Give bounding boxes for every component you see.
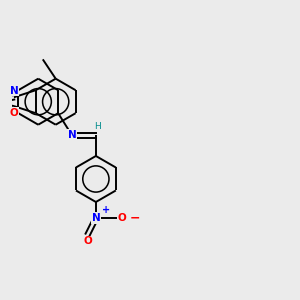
Text: −: − — [129, 212, 140, 225]
Text: N: N — [10, 86, 18, 96]
Text: O: O — [10, 107, 18, 118]
Text: N: N — [92, 213, 100, 223]
Text: N: N — [10, 86, 18, 96]
Text: H: H — [94, 122, 101, 131]
Text: O: O — [83, 236, 92, 246]
Text: +: + — [102, 205, 110, 215]
Text: O: O — [118, 213, 127, 223]
Text: O: O — [10, 107, 18, 118]
Text: N: N — [68, 130, 76, 140]
